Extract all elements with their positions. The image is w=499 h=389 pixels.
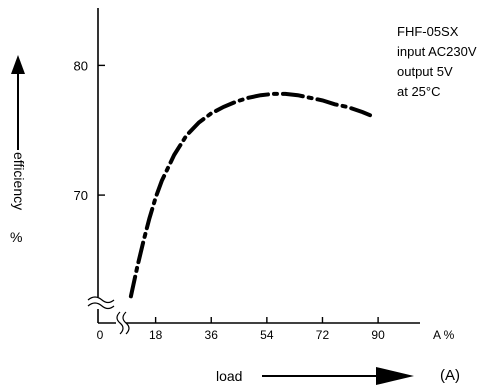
y-axis-label: efficiency xyxy=(11,152,27,211)
x-axis-unit: (A) xyxy=(440,367,460,384)
efficiency-arrow-head xyxy=(11,55,25,74)
x-axis-suffix: A % xyxy=(433,328,455,342)
note-output: output 5V xyxy=(397,64,453,79)
x-axis-label: load xyxy=(216,368,243,384)
y-tick-label-80: 80 xyxy=(74,58,88,73)
note-model: FHF-05SX xyxy=(397,24,459,39)
note-temperature: at 25°C xyxy=(397,84,441,99)
load-arrow-head xyxy=(376,367,414,385)
x-tick-label-54: 54 xyxy=(260,328,274,342)
y-axis-break xyxy=(87,296,115,310)
efficiency-curve xyxy=(128,91,374,299)
x-tick-label-90: 90 xyxy=(371,328,385,342)
x-tick-label-18: 18 xyxy=(149,328,163,342)
x-tick-label-36: 36 xyxy=(205,328,219,342)
y-tick-label-70: 70 xyxy=(74,188,88,203)
x-tick-label-72: 72 xyxy=(316,328,330,342)
axis-ticks xyxy=(98,64,379,323)
note-input: input AC230V xyxy=(397,44,477,59)
x-axis-break xyxy=(116,311,130,335)
axis-tick-labels: 0 18 36 54 72 90 A % 70 80 xyxy=(74,58,455,342)
y-axis-unit: % xyxy=(10,229,23,245)
x-tick-label-0: 0 xyxy=(97,328,104,342)
